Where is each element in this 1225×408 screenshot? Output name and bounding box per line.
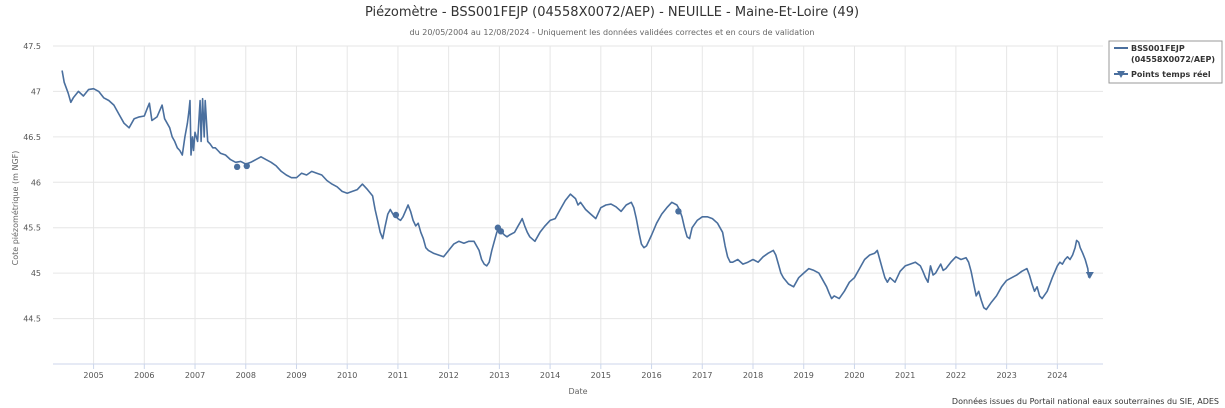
- y-axis-ticks: 44.5 45 45.5 46 46.5 47 47.5: [23, 42, 41, 324]
- x-tick-label: 2013: [489, 371, 509, 380]
- x-tick-label: 2011: [388, 371, 408, 380]
- x-tick-label: 2024: [1047, 371, 1067, 380]
- legend-item-series-label[interactable]: BSS001FEJP: [1131, 44, 1185, 53]
- markers-group: [233, 162, 682, 235]
- x-tick-label: 2016: [641, 371, 661, 380]
- grid: [53, 45, 1103, 364]
- data-point-marker[interactable]: [675, 208, 682, 215]
- x-tick-label: 2006: [134, 371, 154, 380]
- x-tick-label: 2019: [794, 371, 814, 380]
- y-tick-label: 45: [31, 269, 41, 278]
- x-tick-label: 2009: [286, 371, 306, 380]
- x-tick-label: 2008: [236, 371, 256, 380]
- x-tick-label: 2012: [438, 371, 458, 380]
- data-point-marker[interactable]: [497, 228, 505, 235]
- y-tick-label: 47: [31, 87, 41, 96]
- y-axis-title: Cote piézométrique (m NGF): [10, 151, 20, 266]
- x-tick-label: 2010: [337, 371, 357, 380]
- series-line-bss001fejp[interactable]: [61, 70, 1090, 311]
- legend-item-series-label-line2[interactable]: (04558X0072/AEP): [1131, 55, 1215, 64]
- realtime-point[interactable]: [1085, 271, 1094, 279]
- chart-subtitle: du 20/05/2004 au 12/08/2024 - Uniquement…: [410, 27, 815, 37]
- x-tick-label: 2020: [844, 371, 864, 380]
- y-tick-label: 44.5: [23, 315, 41, 324]
- series-group: [61, 70, 1094, 311]
- x-tick-label: 2021: [895, 371, 915, 380]
- x-tick-label: 2014: [540, 371, 560, 380]
- data-point-marker[interactable]: [233, 163, 241, 171]
- x-tick-label: 2022: [946, 371, 966, 380]
- legend-item-realtime-label[interactable]: Points temps réel: [1131, 69, 1211, 79]
- data-point-marker[interactable]: [243, 162, 250, 170]
- x-tick-label: 2015: [591, 371, 611, 380]
- chart-title: Piézomètre - BSS001FEJP (04558X0072/AEP)…: [365, 5, 859, 20]
- chart-credits[interactable]: Données issues du Portail national eaux …: [952, 396, 1219, 406]
- triangle-down-icon: [1117, 71, 1125, 78]
- y-tick-label: 46.5: [23, 133, 41, 142]
- legend[interactable]: BSS001FEJP (04558X0072/AEP) Points temps…: [1108, 40, 1223, 84]
- y-tick-label: 45.5: [23, 224, 41, 233]
- data-point-marker[interactable]: [392, 211, 400, 219]
- x-tick-label: 2017: [692, 371, 712, 380]
- x-tick-label: 2023: [996, 371, 1016, 380]
- x-tick-label: 2007: [185, 371, 205, 380]
- x-tick-label: 2005: [83, 371, 103, 380]
- y-tick-label: 46: [31, 178, 41, 187]
- x-tick-label: 2018: [743, 371, 763, 380]
- y-tick-label: 47.5: [23, 42, 41, 51]
- x-axis-ticks: 2005 2006 2007 2008 2009 2010 2011 2012 2013 2014…: [83, 364, 1068, 380]
- x-axis-title: Date: [568, 387, 587, 396]
